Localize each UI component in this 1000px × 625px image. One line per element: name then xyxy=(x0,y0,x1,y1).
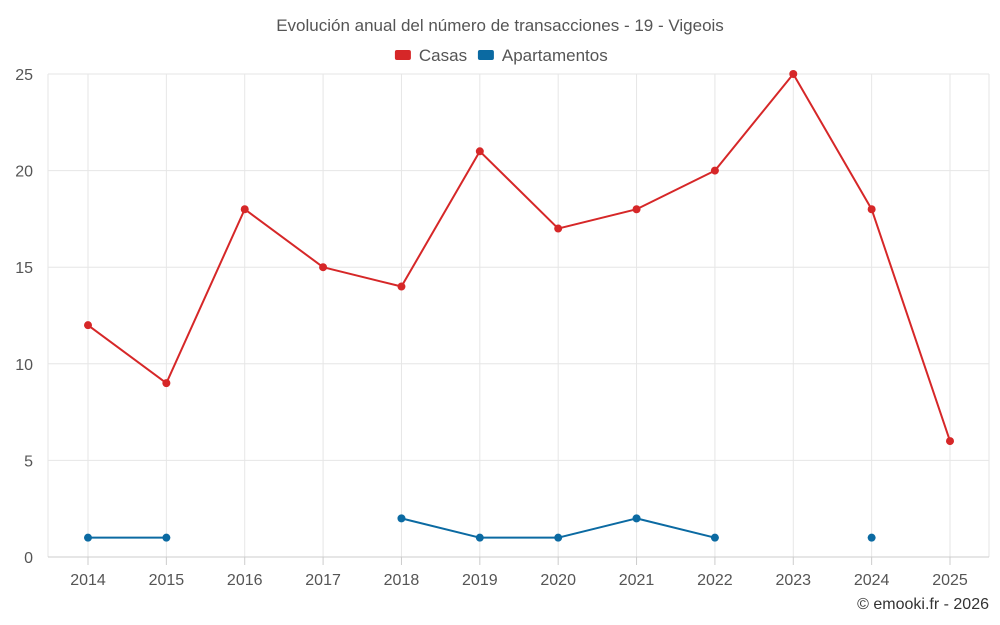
data-point[interactable] xyxy=(710,533,719,542)
x-tick-label: 2021 xyxy=(619,572,655,589)
legend-item-casas[interactable]: Casas xyxy=(394,46,467,65)
data-point[interactable] xyxy=(710,166,719,175)
series-casas xyxy=(84,70,954,446)
credit-text: © emooki.fr - 2026 xyxy=(857,596,989,613)
grid xyxy=(47,73,990,557)
data-point[interactable] xyxy=(946,437,954,446)
y-tick-label: 10 xyxy=(15,357,33,374)
legend-item-apartamentos[interactable]: Apartamentos xyxy=(477,46,608,65)
data-point[interactable] xyxy=(397,282,406,291)
data-point[interactable] xyxy=(789,70,798,78)
data-point[interactable] xyxy=(84,321,92,330)
x-tick-label: 2015 xyxy=(149,572,185,589)
x-tick-label: 2017 xyxy=(305,572,341,589)
y-tick-label: 25 xyxy=(15,67,33,84)
series-layer xyxy=(84,70,954,542)
x-tick-label: 2025 xyxy=(932,572,968,589)
legend-swatch xyxy=(394,50,411,60)
y-tick-label: 0 xyxy=(24,550,33,567)
data-point[interactable] xyxy=(319,263,328,272)
data-point[interactable] xyxy=(632,205,641,214)
data-point[interactable] xyxy=(240,205,249,214)
data-point[interactable] xyxy=(162,533,171,542)
x-tick-label: 2014 xyxy=(70,572,106,589)
data-point[interactable] xyxy=(867,205,876,214)
x-tick-label: 2018 xyxy=(384,572,420,589)
data-point[interactable] xyxy=(554,533,563,542)
x-tick-label: 2016 xyxy=(227,572,263,589)
x-tick-label: 2019 xyxy=(462,572,498,589)
legend-label: Casas xyxy=(419,46,467,65)
series-line xyxy=(87,73,951,442)
chart-title: Evolución anual del número de transaccio… xyxy=(276,16,724,35)
y-tick-label: 20 xyxy=(15,164,33,181)
legend-label: Apartamentos xyxy=(502,46,608,65)
data-point[interactable] xyxy=(475,147,484,156)
series-apartamentos xyxy=(84,514,876,542)
data-point[interactable] xyxy=(475,533,484,542)
data-point[interactable] xyxy=(554,224,563,233)
data-point[interactable] xyxy=(867,533,876,542)
legend: Casas Apartamentos xyxy=(394,46,608,65)
x-tick-label: 2024 xyxy=(854,572,890,589)
data-point[interactable] xyxy=(84,533,92,542)
y-tick-label: 5 xyxy=(24,453,33,470)
y-tick-label: 15 xyxy=(15,260,33,277)
data-point[interactable] xyxy=(632,514,641,523)
x-tick-label: 2020 xyxy=(540,572,576,589)
legend-swatch xyxy=(477,50,494,60)
data-point[interactable] xyxy=(162,379,171,388)
x-tick-label: 2023 xyxy=(775,572,811,589)
x-tick-label: 2022 xyxy=(697,572,733,589)
data-point[interactable] xyxy=(397,514,406,523)
